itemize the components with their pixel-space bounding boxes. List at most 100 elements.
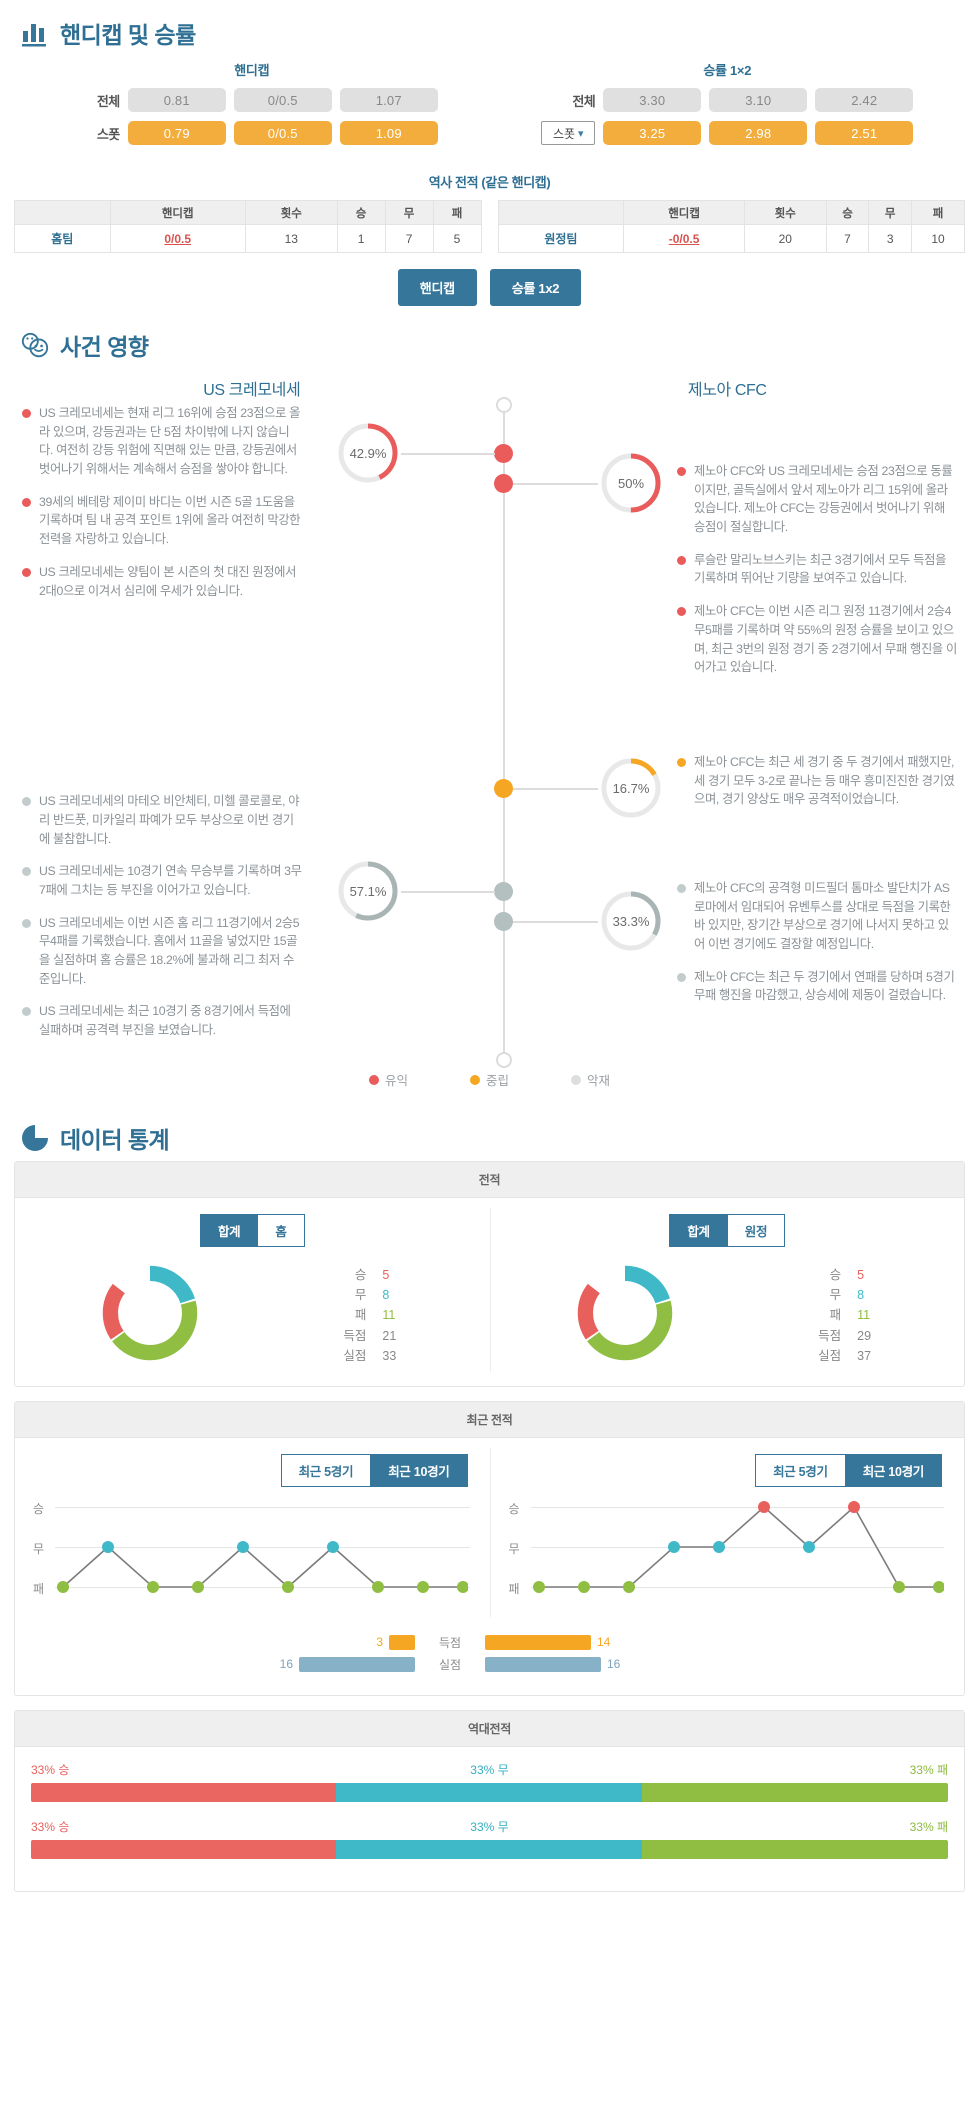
h2h-card-body: 33% 승 33% 무 33% 패 33% 승 33% 무 33% 패: [15, 1747, 964, 1891]
handicap-spot-label: 스폿: [96, 126, 120, 142]
handicap-total-away[interactable]: 1.07: [339, 88, 438, 112]
winrate-spot-select[interactable]: 스폿 ▾: [541, 121, 596, 145]
record-away-toggle-away[interactable]: 원정: [727, 1214, 786, 1247]
stat-key: 득점: [818, 1328, 842, 1343]
record-away-toggle-total[interactable]: 합계: [669, 1214, 728, 1247]
spacer: [22, 614, 302, 792]
list-item: 제노아 CFC는 최근 세 경기 중 두 경기에서 패했지만, 세 경기 모두 …: [677, 753, 957, 809]
history-tables: 핸디캡 횟수 승 무 패 홈팀 0/0.5 13 1 7 5 핸디캡 횟수 승 …: [14, 200, 965, 253]
away-goals-against-value: 16: [607, 1657, 621, 1671]
table-header-row: 핸디캡 횟수 승 무 패: [497, 200, 965, 225]
impact-text: US 크레모네세는 10경기 연속 무승부를 기록하며 3무 7패에 그치는 등…: [39, 864, 302, 897]
bullet-icon: [22, 867, 31, 877]
legend-swatch-positive-icon: [368, 1074, 379, 1085]
winrate-total-label: 전체: [572, 93, 596, 109]
axis-label-draw: 무: [508, 1542, 520, 1556]
impact-text: US 크레모네세는 현재 리그 16위에 승점 23점으로 올라 있으며, 강등…: [39, 406, 301, 477]
timeline-node-4[interactable]: [494, 882, 513, 901]
handicap-total-line[interactable]: 0/0.5: [233, 88, 332, 112]
timeline-node-1[interactable]: [494, 444, 513, 463]
impact-ring-home-negative-value: 57.1%: [349, 883, 387, 899]
impact-text: 제노아 CFC와 US 크레모네세는 승점 23점으로 동률이지만, 골득실에서…: [694, 464, 953, 535]
impact-ring-home-positive-value: 42.9%: [349, 445, 387, 461]
impact-ring-away-positive-value: 50%: [617, 475, 645, 491]
axis-label-loss: 패: [33, 1582, 45, 1596]
h2h-draw-label: 33% 무: [470, 1820, 509, 1834]
odds-panel: 핸디캡 전체 0.81 0/0.5 1.07 스폿 0.79 0/0.5 1.0…: [14, 56, 965, 164]
gridline-draw: [530, 1547, 944, 1548]
bullet-icon: [22, 797, 31, 807]
record-home-toggle-total[interactable]: 합계: [199, 1214, 259, 1247]
lead-line-4: [401, 891, 495, 893]
h2h-loss-segment: [641, 1783, 948, 1802]
winrate-spot-2[interactable]: 2.51: [815, 121, 914, 145]
impact-ring-away-neutral: 16.7%: [598, 755, 664, 821]
recent-home-toggle-5[interactable]: 최근 5경기: [280, 1454, 372, 1487]
away-form-svg: [532, 1501, 944, 1593]
handicap-spot-away[interactable]: 1.09: [339, 121, 438, 145]
winrate-total-1[interactable]: 3.30: [603, 88, 702, 112]
timeline-node-3[interactable]: [494, 779, 513, 798]
goals-against-row: 16 실점 16: [21, 1653, 958, 1675]
goals-for-row: 3 득점 14: [21, 1631, 958, 1653]
away-loss-value: 10: [911, 224, 965, 253]
recent-home-toggle-10[interactable]: 최근 10경기: [371, 1454, 468, 1487]
impact-ring-home-positive: 42.9%: [335, 420, 401, 486]
handicap-total-home[interactable]: 0.81: [127, 88, 226, 112]
stat-value: 21: [382, 1328, 397, 1343]
timeline-node-5[interactable]: [494, 912, 513, 931]
axis-label-loss: 패: [508, 1582, 520, 1596]
stat-value: 5: [382, 1267, 390, 1282]
h2h-card-title: 역대전적: [15, 1711, 964, 1747]
handicap-total-label: 전체: [96, 93, 120, 109]
impact-text: 루슬란 말리노브스키는 최근 3경기에서 모두 득점을 기록하며 뛰어난 기량을…: [694, 552, 947, 586]
bullet-icon: [22, 409, 31, 418]
handicap-odds-row-total: 전체 0.81 0/0.5 1.07: [14, 88, 490, 112]
winrate-total-x[interactable]: 3.10: [709, 88, 808, 112]
home-handicap-value[interactable]: 0/0.5: [109, 224, 246, 253]
impact-text: 제노아 CFC는 최근 두 경기에서 연패를 당하며 5경기 무패 행진을 마감…: [694, 969, 955, 1003]
handicap-button[interactable]: 핸디캡: [397, 269, 477, 306]
axis-label-draw: 무: [33, 1542, 45, 1556]
bullet-icon: [677, 972, 686, 982]
lead-line-1: [401, 453, 495, 455]
home-form-svg: [57, 1541, 468, 1593]
winrate-spot-x[interactable]: 2.98: [709, 121, 808, 145]
col-team: [497, 200, 625, 225]
record-card-title: 전적: [15, 1162, 964, 1198]
stat-value: 8: [857, 1288, 865, 1303]
winrate-1x2-button[interactable]: 승률 1x2: [489, 269, 582, 306]
timeline-node-2[interactable]: [494, 474, 513, 493]
winrate-total-2[interactable]: 2.42: [815, 88, 914, 112]
away-team-label: 원정팀: [497, 224, 625, 253]
event-impact-away-team: 제노아 CFC: [687, 382, 767, 399]
away-draw-value: 3: [868, 224, 913, 253]
handicap-spot-home[interactable]: 0.79: [127, 121, 226, 145]
away-win-value: 7: [825, 224, 870, 253]
away-handicap-value[interactable]: -0/0.5: [623, 224, 745, 253]
record-away-donut-chart: [571, 1259, 679, 1372]
gridline-win: [530, 1507, 944, 1508]
stat-value: 29: [857, 1328, 872, 1343]
pie-chart-icon: [20, 1123, 50, 1153]
recent-away-toggle-5[interactable]: 최근 5경기: [755, 1454, 846, 1487]
record-home-toggle-home[interactable]: 홈: [258, 1214, 305, 1247]
bullet-icon: [677, 467, 686, 476]
handicap-spot-line[interactable]: 0/0.5: [233, 121, 332, 145]
stat-value: 11: [857, 1308, 871, 1323]
h2h-row-2-bar: [31, 1840, 948, 1859]
recent-away-line-chart: 승 무 패: [505, 1497, 951, 1617]
col-team: [14, 200, 111, 225]
chevron-down-icon: ▾: [578, 127, 584, 140]
event-impact-timeline: 42.9% 50% 16.7% 57.1%: [14, 397, 965, 1068]
h2h-loss-label: 33% 패: [909, 1763, 948, 1777]
home-goals-against-value: 16: [279, 1657, 293, 1671]
winrate-spot-1[interactable]: 3.25: [603, 121, 702, 145]
stat-key: 실점: [343, 1348, 367, 1363]
away-goals-for-bar: [485, 1634, 591, 1650]
recent-away-toggle-10[interactable]: 최근 10경기: [845, 1454, 942, 1487]
stat-key: 승: [829, 1267, 842, 1282]
